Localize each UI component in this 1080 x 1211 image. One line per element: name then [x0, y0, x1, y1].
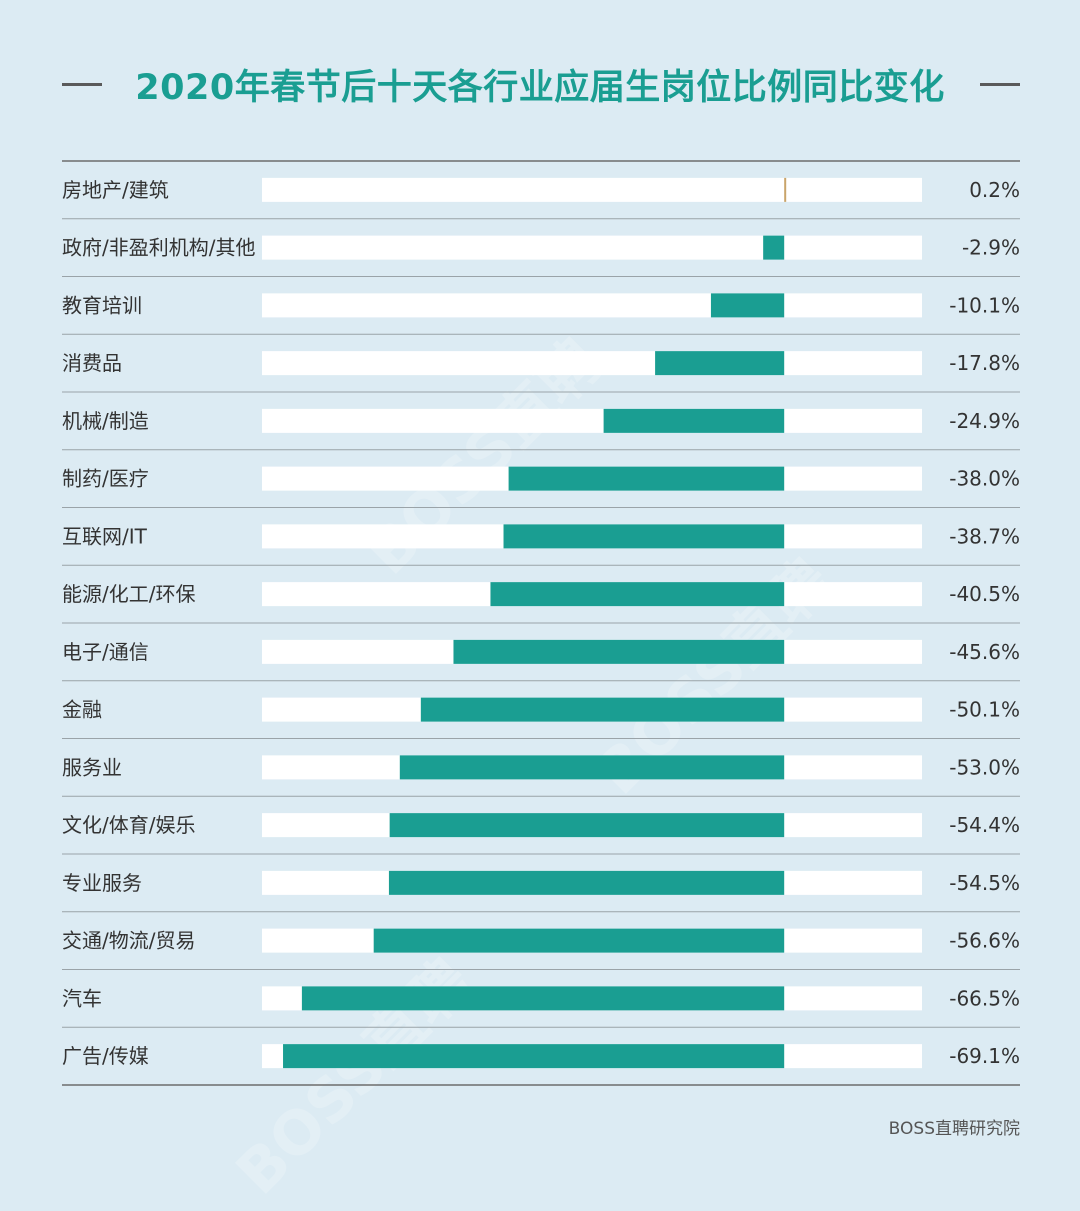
category-label: 教育培训	[62, 293, 142, 317]
category-label: 机械/制造	[62, 409, 149, 433]
category-label: 交通/物流/贸易	[62, 929, 195, 953]
bar	[453, 639, 785, 664]
category-label: 政府/非盈利机构/其他	[62, 236, 255, 260]
category-label: 专业服务	[62, 871, 142, 895]
bar-track	[262, 351, 922, 376]
category-label: 消费品	[62, 351, 122, 375]
value-label: -50.1%	[949, 698, 1020, 722]
title-dash-right	[980, 83, 1020, 86]
value-label: -10.1%	[949, 293, 1020, 317]
category-label: 房地产/建筑	[62, 178, 169, 202]
bar	[655, 351, 785, 376]
bar	[508, 466, 785, 491]
title-dash-left	[62, 83, 102, 86]
value-label: -40.5%	[949, 582, 1020, 606]
value-label: -66.5%	[949, 986, 1020, 1010]
value-label: -54.5%	[949, 871, 1020, 895]
value-label: -69.1%	[949, 1044, 1020, 1068]
value-label: -38.0%	[949, 467, 1020, 491]
bar	[373, 928, 785, 953]
value-label: -2.9%	[962, 236, 1020, 260]
value-label: -53.0%	[949, 755, 1020, 779]
value-label: -45.6%	[949, 640, 1020, 664]
value-label: -56.6%	[949, 929, 1020, 953]
value-label: -17.8%	[949, 351, 1020, 375]
bar	[283, 1044, 785, 1069]
category-label: 文化/体育/娱乐	[62, 813, 195, 837]
bar-track	[262, 177, 922, 202]
bar	[763, 235, 785, 260]
category-label: 广告/传媒	[62, 1044, 149, 1068]
source-note: BOSS直聘研究院	[888, 1119, 1020, 1139]
value-label: -54.4%	[949, 813, 1020, 837]
bar-track	[262, 235, 922, 260]
category-label: 制药/医疗	[62, 467, 149, 491]
category-label: 互联网/IT	[62, 524, 148, 548]
category-label: 电子/通信	[62, 640, 149, 664]
bar	[710, 293, 785, 318]
bar	[503, 524, 785, 549]
bar-track	[262, 408, 922, 433]
value-label: -38.7%	[949, 524, 1020, 548]
category-label: 服务业	[62, 755, 122, 779]
category-label: 金融	[62, 698, 102, 722]
bar	[388, 870, 785, 895]
bar	[389, 813, 785, 838]
value-label: 0.2%	[969, 178, 1020, 202]
category-label: 能源/化工/环保	[62, 582, 195, 606]
category-label: 汽车	[62, 986, 102, 1010]
chart-title: 2020年春节后十天各行业应届生岗位比例同比变化	[135, 67, 945, 108]
bar	[301, 986, 785, 1011]
bar	[399, 755, 785, 780]
value-label: -24.9%	[949, 409, 1020, 433]
bar	[603, 408, 785, 433]
bar	[420, 697, 785, 722]
bar	[490, 582, 785, 607]
bar	[784, 177, 787, 202]
title-bar: 2020年春节后十天各行业应届生岗位比例同比变化	[0, 52, 1080, 116]
bar-track	[262, 293, 922, 318]
